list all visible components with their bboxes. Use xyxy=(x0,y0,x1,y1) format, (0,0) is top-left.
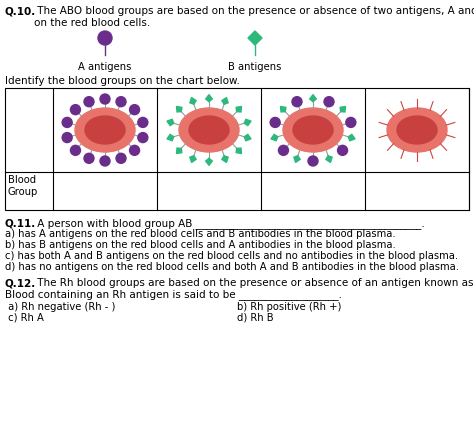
Circle shape xyxy=(100,156,110,166)
Polygon shape xyxy=(190,98,196,104)
Ellipse shape xyxy=(387,108,447,152)
Text: a) has A antigens on the red blood cells and B antibodies in the blood plasma.: a) has A antigens on the red blood cells… xyxy=(5,229,396,239)
Polygon shape xyxy=(222,98,228,104)
Circle shape xyxy=(98,31,112,45)
Polygon shape xyxy=(176,106,182,112)
Ellipse shape xyxy=(189,116,229,144)
Polygon shape xyxy=(294,156,300,162)
Text: Blood containing an Rh antigen is said to be ___________________.: Blood containing an Rh antigen is said t… xyxy=(5,289,342,300)
Circle shape xyxy=(278,145,289,156)
Circle shape xyxy=(71,145,81,156)
Polygon shape xyxy=(248,31,262,45)
Text: The Rh blood groups are based on the presence or absence of an antigen known as : The Rh blood groups are based on the pre… xyxy=(34,278,474,288)
Polygon shape xyxy=(167,134,174,141)
Polygon shape xyxy=(281,106,286,112)
Circle shape xyxy=(346,117,356,128)
Circle shape xyxy=(71,105,81,115)
Text: The ABO blood groups are based on the presence or absence of two antigens, A and: The ABO blood groups are based on the pr… xyxy=(34,6,474,28)
Polygon shape xyxy=(206,95,212,102)
Circle shape xyxy=(62,117,72,128)
Bar xyxy=(5,88,469,210)
Polygon shape xyxy=(244,134,251,141)
Polygon shape xyxy=(244,119,251,125)
Text: d) has no antigens on the red blood cells and both A and B antibodies in the blo: d) has no antigens on the red blood cell… xyxy=(5,262,459,272)
Circle shape xyxy=(129,105,139,115)
Text: B antigens: B antigens xyxy=(228,62,282,72)
Circle shape xyxy=(84,153,94,163)
Circle shape xyxy=(62,133,72,142)
Text: Q.12.: Q.12. xyxy=(5,278,36,288)
Polygon shape xyxy=(236,148,242,153)
Polygon shape xyxy=(222,156,228,162)
Text: b) Rh positive (Rh +): b) Rh positive (Rh +) xyxy=(237,302,341,312)
Ellipse shape xyxy=(179,108,239,152)
Text: Identify the blood groups on the chart below.: Identify the blood groups on the chart b… xyxy=(5,76,240,86)
Circle shape xyxy=(292,97,302,107)
Polygon shape xyxy=(271,134,278,141)
Text: A person with blood group AB ___________________________________________.: A person with blood group AB ___________… xyxy=(34,218,425,229)
Circle shape xyxy=(324,97,334,107)
Text: Blood
Group: Blood Group xyxy=(8,175,38,197)
Text: c) Rh A: c) Rh A xyxy=(5,313,44,323)
Ellipse shape xyxy=(397,116,437,144)
Ellipse shape xyxy=(293,116,333,144)
Circle shape xyxy=(116,97,126,107)
Polygon shape xyxy=(236,106,242,112)
Ellipse shape xyxy=(283,108,343,152)
Polygon shape xyxy=(326,156,332,162)
Ellipse shape xyxy=(85,116,125,144)
Polygon shape xyxy=(176,148,182,153)
Circle shape xyxy=(138,133,148,142)
Polygon shape xyxy=(206,158,212,165)
Circle shape xyxy=(116,153,126,163)
Polygon shape xyxy=(167,119,174,125)
Polygon shape xyxy=(340,106,346,112)
Ellipse shape xyxy=(75,108,135,152)
Text: A antigens: A antigens xyxy=(78,62,132,72)
Circle shape xyxy=(100,94,110,104)
Circle shape xyxy=(129,145,139,156)
Circle shape xyxy=(337,145,347,156)
Circle shape xyxy=(138,117,148,128)
Text: d) Rh B: d) Rh B xyxy=(237,313,273,323)
Circle shape xyxy=(270,117,280,128)
Text: Q.10.: Q.10. xyxy=(5,6,36,16)
Text: c) has both A and B antigens on the red blood cells and no antibodies in the blo: c) has both A and B antigens on the red … xyxy=(5,251,458,261)
Polygon shape xyxy=(348,134,355,141)
Polygon shape xyxy=(190,156,196,162)
Text: Q.11.: Q.11. xyxy=(5,218,36,228)
Circle shape xyxy=(308,156,318,166)
Polygon shape xyxy=(310,95,316,102)
Circle shape xyxy=(84,97,94,107)
Text: b) has B antigens on the red blood cells and A antibodies in the blood plasma.: b) has B antigens on the red blood cells… xyxy=(5,240,396,250)
Text: a) Rh negative (Rh - ): a) Rh negative (Rh - ) xyxy=(5,302,115,312)
